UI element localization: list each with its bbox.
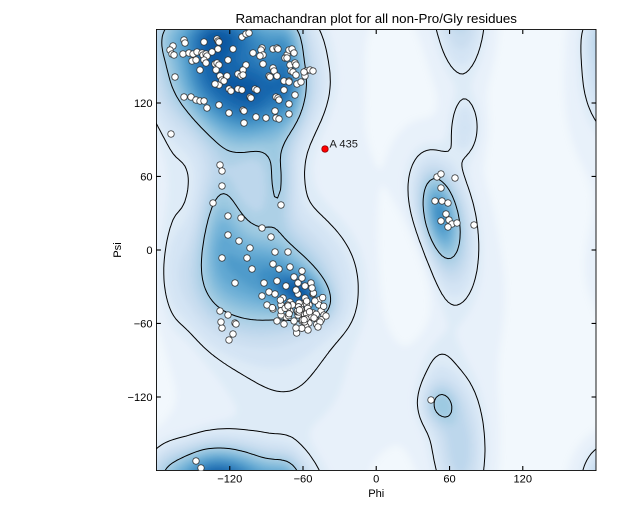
svg-text:0: 0 bbox=[373, 473, 379, 485]
svg-text:60: 60 bbox=[140, 172, 152, 184]
svg-text:−60: −60 bbox=[294, 473, 313, 485]
svg-text:−120: −120 bbox=[128, 392, 153, 404]
svg-text:120: 120 bbox=[134, 98, 153, 110]
svg-text:60: 60 bbox=[443, 473, 455, 485]
svg-text:−120: −120 bbox=[217, 473, 242, 485]
svg-text:0: 0 bbox=[146, 245, 152, 257]
svg-text:−60: −60 bbox=[134, 319, 153, 331]
svg-text:120: 120 bbox=[514, 473, 533, 485]
svg-text:Ramachandran plot for all non-: Ramachandran plot for all non-Pro/Gly re… bbox=[235, 11, 517, 26]
svg-text:Psi: Psi bbox=[112, 242, 124, 257]
svg-text:A 435: A 435 bbox=[330, 138, 358, 150]
svg-text:Phi: Phi bbox=[368, 488, 384, 500]
